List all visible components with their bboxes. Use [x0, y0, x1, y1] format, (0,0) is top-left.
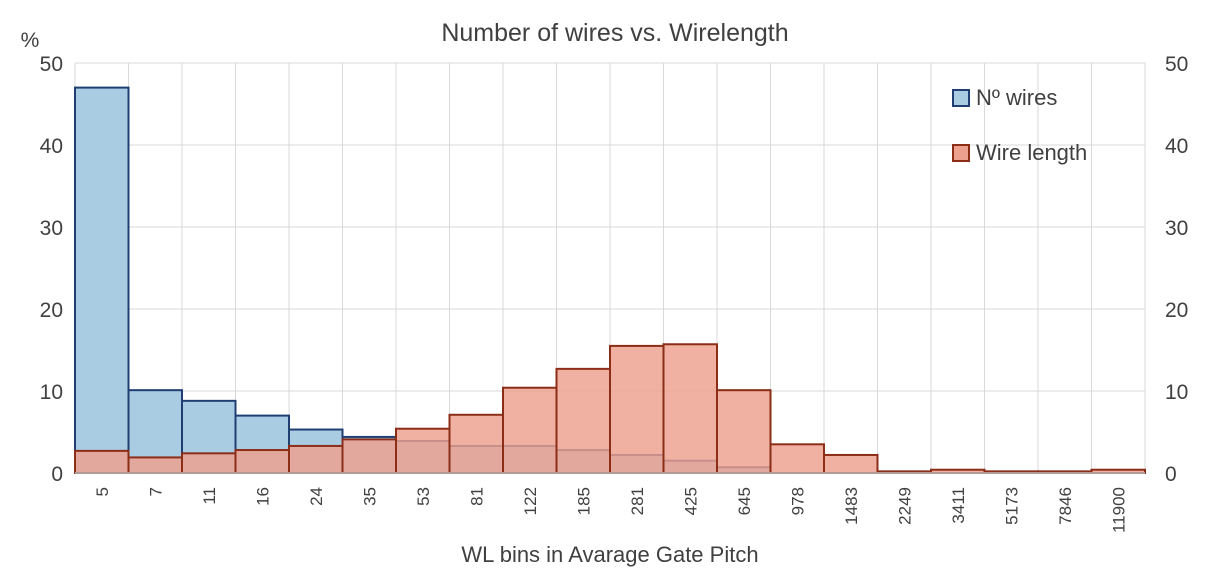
bar-wire-length	[716, 389, 772, 474]
y-tick-label-left: 50	[40, 53, 63, 76]
bar-wire-length	[74, 449, 130, 474]
x-tick-label: 24	[307, 487, 326, 506]
bar-wire-length	[662, 343, 718, 475]
x-tick-label: 281	[628, 487, 647, 515]
bar-wire-length	[181, 452, 237, 475]
x-tick-label: 7846	[1056, 487, 1075, 525]
y-axis-unit-label: %	[21, 29, 40, 52]
x-tick-label: 122	[521, 487, 540, 515]
axes: 0 10 20 30 40 50 0 10 20 30 40 50 5 7 11 16 24 35 53 81 122 1…	[40, 53, 1189, 533]
y-tick-label-left: 30	[40, 217, 63, 240]
y-tick-label-left: 40	[40, 135, 63, 158]
x-tick-label: 81	[467, 487, 486, 506]
legend-label-wire-length: Wire length	[976, 140, 1087, 165]
legend-swatch-wires	[952, 89, 970, 107]
y-tick-label-left: 0	[51, 463, 63, 486]
y-tick-label-right: 30	[1165, 217, 1188, 240]
bar-wire-length	[769, 443, 825, 474]
legend-label-wires: Nº wires	[976, 85, 1057, 110]
y-tick-label-left: 10	[40, 381, 63, 404]
bar-wire-length	[127, 456, 183, 475]
bar-wire-length	[823, 453, 879, 474]
x-tick-label: 11	[200, 487, 219, 505]
bar-wire-length	[341, 438, 397, 475]
y-tick-label-right: 40	[1165, 135, 1188, 158]
y-tick-label-right: 10	[1165, 381, 1188, 404]
x-tick-label: 7	[146, 487, 165, 496]
x-tick-label: 425	[681, 487, 700, 515]
bar-wire-length	[609, 344, 665, 474]
legend-swatch-wire-length	[952, 144, 970, 162]
bar-wires	[74, 86, 130, 474]
bar-wire-length	[555, 367, 611, 474]
x-tick-label: 5173	[1002, 487, 1021, 525]
x-tick-label: 53	[414, 487, 433, 506]
bar-wire-length	[395, 427, 451, 474]
y-tick-label-left: 20	[40, 299, 63, 322]
y-tick-label-right: 50	[1165, 53, 1188, 76]
x-tick-label: 978	[788, 487, 807, 515]
x-tick-label: 645	[735, 487, 754, 515]
x-tick-label: 5	[93, 487, 112, 496]
bar-wire-length	[288, 444, 344, 475]
bar-wire-length	[448, 413, 504, 474]
x-tick-label: 2249	[895, 487, 914, 525]
chart-title: Number of wires vs. Wirelength	[441, 19, 788, 47]
x-axis-label: WL bins in Avarage Gate Pitch	[461, 542, 758, 567]
x-tick-label: 185	[574, 487, 593, 515]
bar-wire-length	[502, 386, 558, 474]
x-tick-label: 35	[360, 487, 379, 506]
y-tick-label-right: 20	[1165, 299, 1188, 322]
x-tick-label: 1483	[842, 487, 861, 525]
x-tick-label: 3411	[949, 487, 968, 524]
x-tick-label: 11900	[1109, 487, 1128, 533]
legend: Nº wires Wire length	[952, 85, 1087, 165]
bar-wire-length	[234, 449, 290, 475]
y-tick-label-right: 0	[1165, 463, 1177, 486]
x-tick-label: 16	[253, 487, 272, 506]
